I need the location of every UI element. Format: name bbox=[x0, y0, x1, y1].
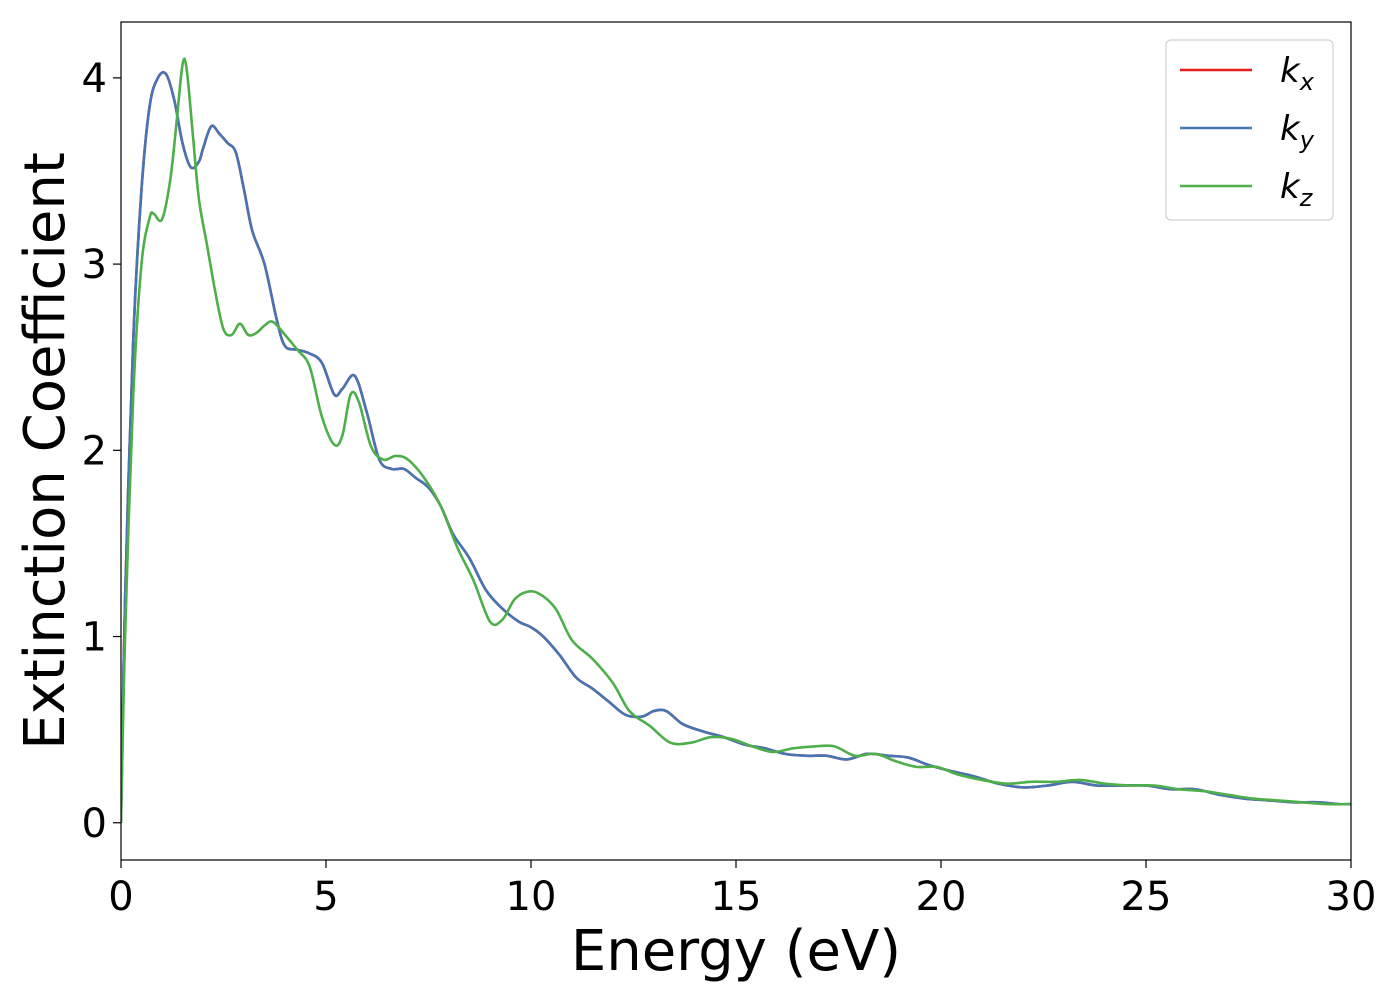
x-tick-label: 0 bbox=[108, 874, 133, 920]
series-line-y bbox=[121, 71, 1351, 823]
y-tick-label: 0 bbox=[82, 801, 107, 847]
x-axis-label: Energy (eV) bbox=[571, 919, 901, 984]
y-axis-ticks: 0 1 2 3 4 bbox=[82, 56, 121, 847]
y-tick-label: 3 bbox=[82, 242, 107, 288]
legend-label-z: kz bbox=[1280, 167, 1314, 212]
x-tick-label: 25 bbox=[1121, 874, 1172, 920]
x-tick-label: 15 bbox=[711, 874, 762, 920]
legend: kx ky kz bbox=[1165, 39, 1334, 221]
x-tick-label: 10 bbox=[506, 874, 557, 920]
legend-box bbox=[1165, 39, 1334, 221]
legend-label-y: ky bbox=[1280, 109, 1315, 154]
legend-label-x: kx bbox=[1280, 51, 1315, 96]
series-layer bbox=[121, 57, 1351, 823]
x-axis-ticks: 0 5 10 15 20 25 30 bbox=[108, 860, 1376, 920]
y-tick-label: 4 bbox=[82, 56, 107, 102]
series-line-z bbox=[121, 57, 1351, 823]
y-tick-label: 1 bbox=[82, 615, 107, 661]
x-tick-label: 5 bbox=[313, 874, 338, 920]
y-tick-label: 2 bbox=[82, 428, 107, 474]
y-axis-label: Extinction Coefficient bbox=[13, 152, 78, 750]
x-tick-label: 30 bbox=[1326, 874, 1377, 920]
x-tick-label: 20 bbox=[916, 874, 967, 920]
